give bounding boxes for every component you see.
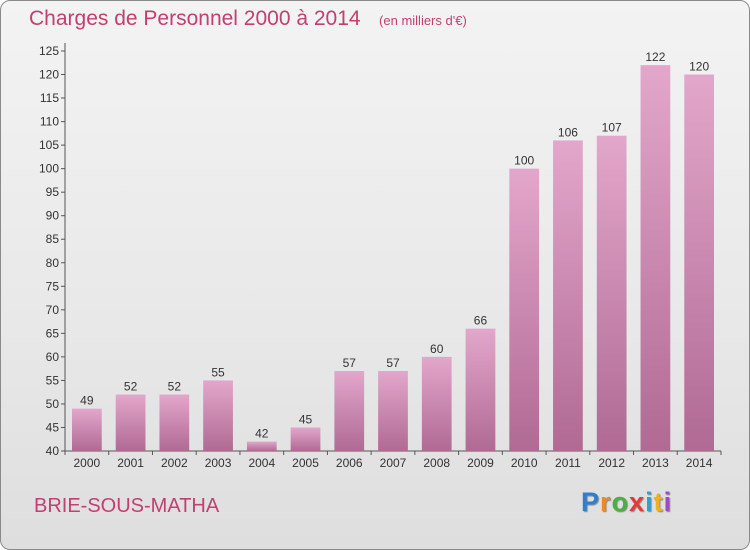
bar-2013	[640, 65, 671, 451]
bar-value-label: 66	[474, 314, 488, 328]
bar-value-label: 100	[514, 154, 534, 168]
logo-letter: i	[645, 487, 654, 517]
y-tick-label: 60	[46, 350, 60, 364]
proxiti-logo: Proxiti	[581, 487, 672, 518]
logo-letter: o	[611, 487, 630, 517]
bar-2000	[71, 408, 102, 451]
y-tick-label: 85	[46, 232, 60, 246]
x-tick-label: 2000	[74, 456, 101, 470]
y-tick-label: 90	[46, 209, 60, 223]
y-tick-label: 95	[46, 185, 60, 199]
logo-letter: t	[653, 487, 664, 517]
bar-value-label: 57	[343, 356, 357, 370]
x-tick-label: 2002	[161, 456, 188, 470]
bar-value-label: 52	[124, 380, 138, 394]
bar-value-label: 52	[168, 380, 182, 394]
bar-value-label: 55	[211, 365, 225, 379]
x-axis: 2000 2001 2002 2003 2004 2005 2006 2007 2008 2009…	[64, 450, 722, 470]
x-tick-label: 2011	[555, 456, 581, 470]
y-tick-label: 75	[46, 279, 60, 293]
bar-2010	[509, 168, 540, 451]
bar-2003	[203, 380, 233, 451]
y-tick-label: 100	[39, 162, 59, 176]
bar-value-label: 60	[430, 342, 444, 356]
y-tick-label: 110	[40, 115, 59, 129]
x-tick-label: 2001	[117, 456, 144, 470]
logo-letter: r	[600, 487, 612, 517]
bar-2011	[553, 140, 583, 452]
bar-2009	[465, 328, 496, 451]
y-axis: 40 45 50 55 60 65 70 75 80 85 90 95 100 105 110 115 120 1…	[39, 43, 66, 458]
bars: 49 52 52 55 42 45 57 57 60 66 100 106 107 122 120	[71, 50, 715, 452]
bar-2012	[596, 135, 627, 452]
y-tick-label: 45	[46, 420, 60, 434]
bar-value-label: 106	[558, 125, 578, 139]
title-row: Charges de Personnel 2000 à 2014 (en mil…	[29, 7, 467, 31]
bar-2005	[290, 427, 321, 451]
chart-title: Charges de Personnel 2000 à 2014	[29, 7, 361, 30]
y-tick-label: 80	[46, 256, 60, 270]
x-tick-label: 2007	[380, 456, 407, 470]
x-tick-label: 2009	[467, 456, 494, 470]
bar-value-label: 122	[645, 50, 665, 64]
logo-letter: x	[629, 487, 646, 517]
x-tick-label: 2010	[511, 456, 538, 470]
x-tick-label: 2005	[292, 456, 319, 470]
y-tick-label: 70	[46, 303, 60, 317]
bar-value-label: 45	[299, 412, 313, 426]
bar-2002	[159, 394, 190, 451]
bar-2008	[421, 356, 452, 451]
y-tick-label: 65	[46, 326, 60, 340]
y-tick-label: 120	[39, 68, 59, 82]
x-tick-label: 2012	[598, 456, 625, 470]
bar-2001	[115, 394, 146, 451]
y-tick-label: 115	[40, 91, 59, 105]
y-tick-label: 105	[39, 138, 59, 152]
bar-2004	[246, 441, 277, 451]
y-tick-label: 55	[46, 373, 60, 387]
bar-value-label: 42	[255, 427, 269, 441]
logo-letter: i	[663, 487, 673, 517]
bar-value-label: 57	[386, 356, 400, 370]
x-tick-label: 2006	[336, 456, 363, 470]
bar-value-label: 107	[602, 121, 622, 135]
bar-value-label: 120	[689, 60, 709, 74]
bar-2014	[684, 74, 715, 451]
commune-name: BRIE-SOUS-MATHA	[34, 495, 220, 517]
x-tick-label: 2003	[205, 456, 232, 470]
x-tick-label: 2013	[642, 456, 669, 470]
y-tick-label: 125	[39, 44, 59, 58]
chart-unit-note: (en milliers d'€)	[379, 13, 467, 28]
logo-letter: P	[581, 487, 601, 517]
x-tick-label: 2008	[423, 456, 450, 470]
bar-2006	[334, 371, 365, 451]
x-tick-label: 2014	[686, 456, 713, 470]
x-tick-label: 2004	[248, 456, 275, 470]
y-tick-label: 50	[46, 397, 60, 411]
bar-2007	[378, 371, 408, 451]
y-tick-label: 40	[46, 444, 60, 458]
bar-value-label: 49	[80, 394, 94, 408]
